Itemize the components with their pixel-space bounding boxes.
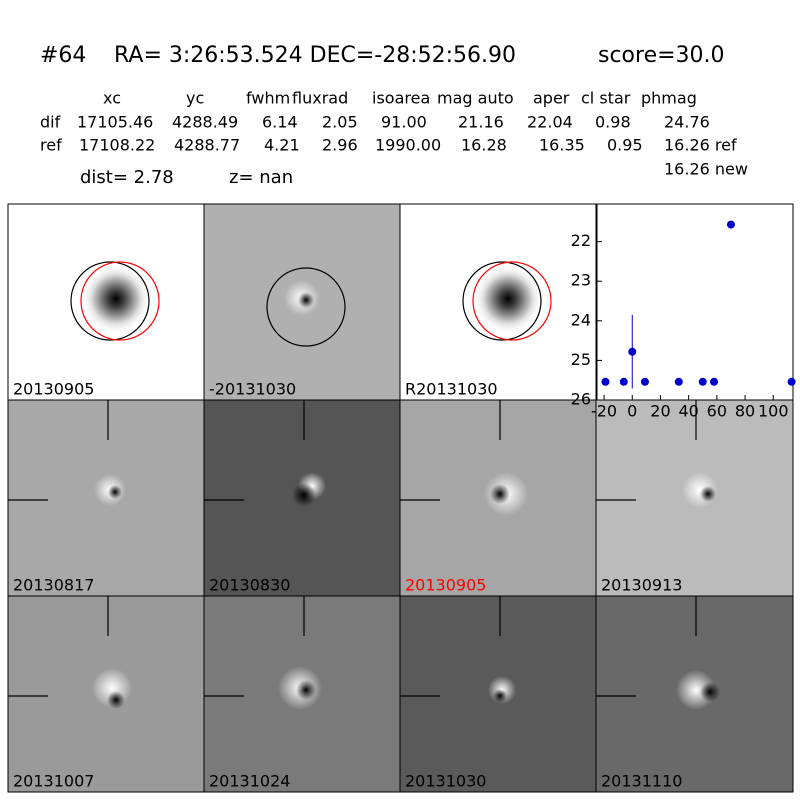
stamp-label: 20130905 bbox=[13, 380, 94, 399]
column-header: isoarea bbox=[372, 89, 430, 108]
point bbox=[601, 377, 610, 386]
x-tick-label: 60 bbox=[707, 402, 727, 421]
x-tick-label: -20 bbox=[591, 402, 617, 421]
x-tick-label: 100 bbox=[758, 402, 789, 421]
point bbox=[698, 377, 707, 386]
column-header: fluxrad bbox=[292, 89, 348, 108]
stamp-label: R20131030 bbox=[405, 380, 498, 399]
stamp-label: -20131030 bbox=[209, 380, 296, 399]
table-cell: 16.35 bbox=[539, 136, 585, 155]
table-cell: 16.26 ref bbox=[664, 136, 737, 155]
table-cell: 21.16 bbox=[458, 113, 504, 132]
phmag-new: 16.26 new bbox=[664, 160, 748, 179]
table-cell: dif bbox=[40, 113, 61, 132]
stamp-label: 20131030 bbox=[405, 772, 486, 791]
table-cell: 4288.49 bbox=[172, 113, 238, 132]
table-cell: ref bbox=[40, 136, 62, 155]
x-tick-label: 40 bbox=[678, 402, 698, 421]
dist: dist= 2.78 bbox=[80, 167, 174, 188]
stamp-label: 20130905 bbox=[405, 576, 486, 595]
x-tick-label: 80 bbox=[735, 402, 755, 421]
stamp-label: 20130817 bbox=[13, 576, 94, 595]
table-cell: 1990.00 bbox=[375, 136, 441, 155]
column-header: phmag bbox=[641, 89, 697, 108]
table-cell: 0.95 bbox=[607, 136, 643, 155]
table-cell: 91.00 bbox=[381, 113, 427, 132]
score: score=30.0 bbox=[598, 43, 725, 68]
x-tick-label: 0 bbox=[627, 402, 637, 421]
stamp-label: 20130913 bbox=[601, 576, 682, 595]
table-cell: 16.28 bbox=[461, 136, 507, 155]
table-cell: 6.14 bbox=[262, 113, 298, 132]
stamp-label: 20131110 bbox=[601, 772, 682, 791]
y-tick-label: 22 bbox=[571, 231, 591, 250]
column-header: mag auto bbox=[437, 89, 514, 108]
table-cell: 24.76 bbox=[664, 113, 710, 132]
coordinates: RA= 3:26:53.524 DEC=-28:52:56.90 bbox=[114, 43, 516, 68]
object-id: #64 bbox=[40, 43, 86, 68]
column-header: aper bbox=[533, 89, 570, 108]
point bbox=[710, 377, 719, 386]
stamps bbox=[7, 203, 794, 793]
point bbox=[628, 347, 637, 356]
table-cell: 4.21 bbox=[264, 136, 300, 155]
point bbox=[726, 220, 735, 229]
column-header: xc bbox=[103, 89, 121, 108]
plot-background bbox=[596, 203, 794, 401]
y-tick-label: 26 bbox=[571, 390, 591, 409]
point bbox=[640, 377, 649, 386]
point bbox=[787, 377, 796, 386]
stamp-label: 20131007 bbox=[13, 772, 94, 791]
table-cell: 2.96 bbox=[322, 136, 358, 155]
y-tick-label: 23 bbox=[571, 271, 591, 290]
stats-table: xc yc fwhm fluxrad isoarea mag auto aper cl sta… bbox=[40, 89, 737, 155]
table-cell: 17105.46 bbox=[77, 113, 153, 132]
table-cell: 2.05 bbox=[322, 113, 358, 132]
table-cell: 0.98 bbox=[595, 113, 631, 132]
column-header: fwhm bbox=[246, 89, 290, 108]
stamp-label: 20131024 bbox=[209, 772, 290, 791]
stamp-label: 20130830 bbox=[209, 576, 290, 595]
z: z= nan bbox=[229, 167, 293, 188]
table-cell: 22.04 bbox=[527, 113, 573, 132]
point bbox=[619, 377, 628, 386]
column-header: cl star bbox=[581, 89, 631, 108]
table-cell: 17108.22 bbox=[79, 136, 155, 155]
y-tick-label: 24 bbox=[571, 310, 591, 329]
x-tick-label: 20 bbox=[650, 402, 670, 421]
point bbox=[674, 377, 683, 386]
column-header: yc bbox=[186, 89, 204, 108]
y-tick-label: 25 bbox=[571, 350, 591, 369]
table-cell: 4288.77 bbox=[174, 136, 240, 155]
